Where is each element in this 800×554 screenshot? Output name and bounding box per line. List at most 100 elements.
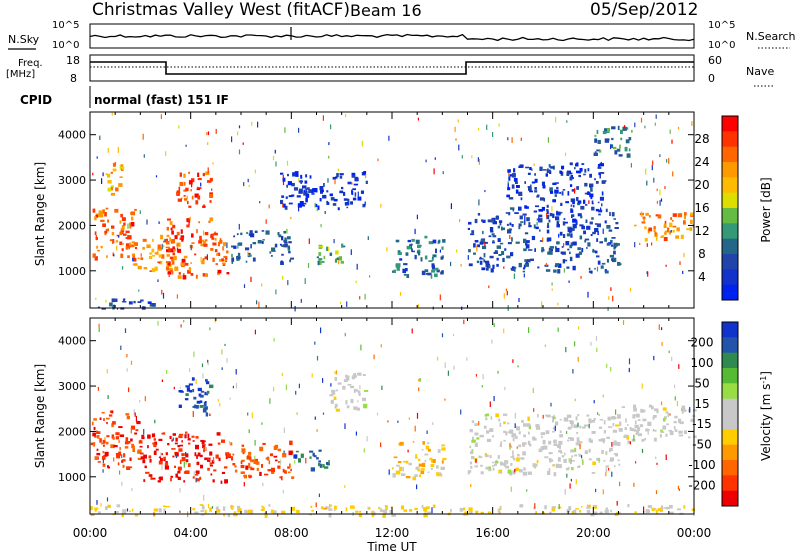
heatmap-cell: [150, 476, 153, 480]
heatmap-cell: [224, 343, 226, 346]
heatmap-cell: [235, 383, 238, 389]
heatmap-cell: [622, 320, 625, 325]
heatmap-cell: [584, 239, 587, 243]
heatmap-cell: [537, 194, 540, 197]
heatmap-cell: [677, 126, 680, 130]
heatmap-cell: [601, 191, 604, 196]
heatmap-cell: [287, 173, 289, 177]
heatmap-cell: [601, 180, 606, 184]
heatmap-cell: [572, 177, 574, 180]
noise-tick-right-top: 10^5: [708, 20, 735, 31]
heatmap-cell: [392, 473, 396, 478]
heatmap-cell: [179, 172, 182, 177]
heatmap-cell: [594, 223, 598, 225]
heatmap-cell: [681, 408, 683, 412]
heatmap-cell: [656, 188, 658, 192]
heatmap-cell: [565, 347, 567, 353]
heatmap-cell: [323, 183, 325, 187]
heatmap-cell: [225, 257, 228, 260]
heatmap-cell: [185, 144, 187, 147]
noise-strip-frame: [89, 23, 695, 49]
heatmap-cell: [345, 114, 347, 118]
heatmap-cell: [609, 447, 613, 452]
heatmap-cell: [541, 435, 543, 439]
heatmap-cell: [341, 186, 344, 190]
heatmap-cell: [441, 460, 444, 464]
velocity-ylabel: Slant Range [km]: [33, 364, 47, 468]
heatmap-cell: [209, 327, 211, 331]
heatmap-cell: [681, 405, 686, 410]
heatmap-cell: [561, 246, 564, 248]
heatmap-cell: [240, 460, 243, 465]
heatmap-cell: [555, 247, 560, 253]
heatmap-cell: [587, 168, 590, 172]
heatmap-cell: [282, 453, 287, 458]
heatmap-cell: [691, 121, 693, 126]
heatmap-cell: [196, 461, 200, 466]
heatmap-cell: [654, 408, 659, 412]
heatmap-cell: [212, 457, 215, 462]
heatmap-cell: [601, 438, 606, 442]
heatmap-cell: [598, 439, 602, 442]
heatmap-cell: [598, 150, 602, 153]
heatmap-cell: [313, 455, 317, 458]
colorbar-swatch: [722, 223, 738, 240]
velocity-label-main: Velocity [m s: [759, 384, 773, 461]
heatmap-cell: [161, 379, 163, 382]
heatmap-cell: [111, 410, 114, 414]
heatmap-cell: [176, 231, 180, 236]
heatmap-cell: [135, 415, 137, 422]
heatmap-cell: [208, 457, 211, 460]
x-tick-label: 20:00: [576, 526, 611, 540]
heatmap-cell: [503, 328, 505, 334]
heatmap-cell: [593, 505, 597, 507]
heatmap-cell: [332, 176, 337, 180]
heatmap-cell: [610, 244, 614, 247]
heatmap-cell: [405, 252, 409, 256]
heatmap-cell: [661, 342, 663, 347]
nave-label: Nave: [746, 65, 774, 78]
heatmap-cell: [227, 513, 231, 518]
heatmap-cell: [122, 464, 125, 468]
heatmap-cell: [161, 254, 165, 259]
heatmap-cell: [284, 471, 287, 474]
heatmap-cell: [97, 461, 101, 463]
heatmap-cell: [187, 269, 191, 274]
heatmap-cell: [674, 384, 676, 389]
heatmap-cell: [373, 354, 375, 360]
heatmap-cell: [579, 510, 582, 513]
heatmap-cell: [664, 220, 667, 226]
heatmap-cell: [350, 201, 353, 205]
heatmap-cell: [583, 173, 586, 176]
heatmap-cell: [581, 426, 585, 429]
heatmap-cell: [635, 432, 639, 435]
heatmap-cell: [185, 187, 189, 191]
heatmap-cell: [165, 151, 167, 157]
heatmap-cell: [137, 301, 142, 303]
heatmap-cell: [586, 225, 591, 230]
heatmap-cell: [634, 122, 636, 128]
heatmap-cell: [237, 508, 242, 513]
heatmap-cell: [556, 210, 558, 214]
heatmap-cell: [578, 174, 581, 178]
heatmap-cell: [475, 374, 477, 377]
heatmap-cell: [548, 452, 553, 455]
heatmap-cell: [653, 437, 657, 442]
heatmap-cell: [235, 369, 237, 375]
heatmap-cell: [600, 265, 604, 269]
heatmap-cell: [269, 398, 271, 404]
heatmap-cell: [281, 244, 285, 247]
heatmap-cell: [576, 440, 580, 443]
heatmap-cell: [414, 254, 417, 260]
heatmap-cell: [346, 206, 349, 209]
heatmap-cell: [359, 296, 361, 300]
heatmap-cell: [241, 459, 245, 462]
heatmap-cell: [137, 257, 140, 260]
heatmap-cell: [523, 220, 526, 225]
heatmap-cell: [190, 262, 192, 264]
heatmap-cell: [194, 253, 197, 256]
heatmap-cell: [569, 458, 571, 463]
heatmap-cell: [436, 269, 440, 273]
heatmap-cell: [315, 203, 318, 207]
heatmap-cell: [471, 155, 473, 159]
